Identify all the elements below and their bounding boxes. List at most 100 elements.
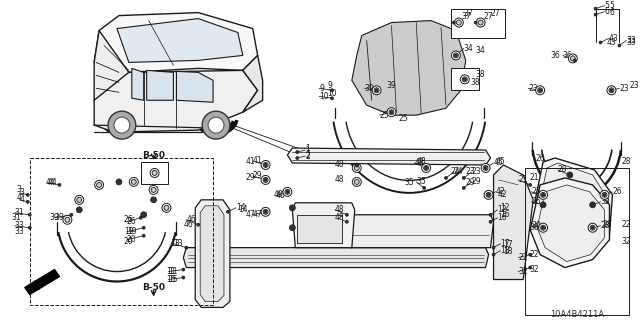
Polygon shape xyxy=(94,30,129,108)
FancyBboxPatch shape xyxy=(451,9,506,38)
Text: 12: 12 xyxy=(497,205,507,214)
Circle shape xyxy=(486,192,491,197)
Text: 37: 37 xyxy=(464,9,474,18)
Circle shape xyxy=(283,188,292,196)
Text: 3: 3 xyxy=(20,188,25,197)
Text: 19: 19 xyxy=(127,227,136,236)
Circle shape xyxy=(261,207,270,216)
Polygon shape xyxy=(117,19,243,62)
Text: 38: 38 xyxy=(471,78,481,87)
Text: 3: 3 xyxy=(17,185,22,194)
Text: 10: 10 xyxy=(327,89,337,98)
Text: 32: 32 xyxy=(600,197,610,206)
Circle shape xyxy=(352,177,361,186)
Text: 13: 13 xyxy=(170,239,180,248)
Polygon shape xyxy=(530,178,609,268)
Circle shape xyxy=(538,88,543,93)
Text: 44: 44 xyxy=(47,179,58,188)
Circle shape xyxy=(355,180,359,184)
Circle shape xyxy=(591,226,594,229)
Circle shape xyxy=(589,202,596,208)
Text: 29: 29 xyxy=(246,173,255,182)
Circle shape xyxy=(567,172,573,178)
Text: 5: 5 xyxy=(605,1,609,10)
Circle shape xyxy=(374,88,379,93)
Circle shape xyxy=(26,193,29,196)
Circle shape xyxy=(63,215,72,224)
Text: 41: 41 xyxy=(253,156,262,165)
Circle shape xyxy=(289,205,295,211)
Circle shape xyxy=(26,200,29,203)
Circle shape xyxy=(151,188,156,192)
Polygon shape xyxy=(537,185,605,261)
Polygon shape xyxy=(183,248,488,268)
Circle shape xyxy=(607,86,616,95)
Text: 14: 14 xyxy=(236,203,246,212)
Polygon shape xyxy=(243,55,262,112)
Circle shape xyxy=(196,223,200,226)
Text: 31: 31 xyxy=(15,208,24,217)
Circle shape xyxy=(603,193,606,196)
Text: 26: 26 xyxy=(535,154,545,163)
Text: 22: 22 xyxy=(529,250,539,259)
Text: 37: 37 xyxy=(462,12,472,21)
Circle shape xyxy=(263,209,268,214)
Polygon shape xyxy=(94,12,258,72)
Text: 21: 21 xyxy=(518,175,528,184)
Polygon shape xyxy=(347,215,493,248)
Text: 5: 5 xyxy=(609,1,614,10)
Circle shape xyxy=(182,268,185,271)
Text: 39: 39 xyxy=(387,81,396,90)
Circle shape xyxy=(346,220,348,223)
Circle shape xyxy=(152,171,157,175)
Circle shape xyxy=(452,21,456,24)
Circle shape xyxy=(97,182,102,188)
Text: 46: 46 xyxy=(186,215,196,224)
Circle shape xyxy=(116,179,122,185)
Circle shape xyxy=(296,156,299,159)
Text: 29: 29 xyxy=(253,172,262,180)
Text: 43: 43 xyxy=(609,34,618,43)
Polygon shape xyxy=(132,68,144,100)
Text: B-50: B-50 xyxy=(141,283,164,292)
Text: B-50: B-50 xyxy=(141,150,164,160)
Circle shape xyxy=(150,197,157,203)
Text: 46: 46 xyxy=(183,220,193,229)
Text: 34: 34 xyxy=(476,46,485,55)
Circle shape xyxy=(454,18,463,27)
Circle shape xyxy=(462,186,465,189)
Text: 39: 39 xyxy=(49,213,60,222)
Circle shape xyxy=(140,216,142,219)
Circle shape xyxy=(462,176,465,180)
Circle shape xyxy=(454,54,458,57)
Text: 24: 24 xyxy=(451,167,461,176)
Circle shape xyxy=(541,203,545,206)
Text: 47: 47 xyxy=(246,210,255,219)
Circle shape xyxy=(185,246,188,249)
Circle shape xyxy=(424,165,429,171)
Text: 19: 19 xyxy=(124,227,134,236)
Polygon shape xyxy=(94,70,258,132)
Circle shape xyxy=(263,177,268,182)
Text: 32: 32 xyxy=(518,267,528,276)
Text: 4: 4 xyxy=(17,193,22,202)
Circle shape xyxy=(389,110,394,115)
Text: 22: 22 xyxy=(621,220,631,229)
Text: 48: 48 xyxy=(335,175,344,184)
Text: 32: 32 xyxy=(621,237,631,246)
Circle shape xyxy=(529,183,532,186)
Polygon shape xyxy=(287,148,490,165)
Text: 26: 26 xyxy=(612,188,622,196)
Circle shape xyxy=(149,185,158,194)
Text: 45: 45 xyxy=(495,157,505,166)
Text: 23: 23 xyxy=(629,81,639,90)
Text: 39: 39 xyxy=(54,213,64,222)
Circle shape xyxy=(261,175,270,184)
Circle shape xyxy=(346,213,348,216)
Text: 44: 44 xyxy=(45,179,55,188)
Circle shape xyxy=(162,203,171,212)
Circle shape xyxy=(289,225,295,231)
Polygon shape xyxy=(535,158,612,248)
Text: 16: 16 xyxy=(500,210,510,219)
Circle shape xyxy=(202,111,230,139)
